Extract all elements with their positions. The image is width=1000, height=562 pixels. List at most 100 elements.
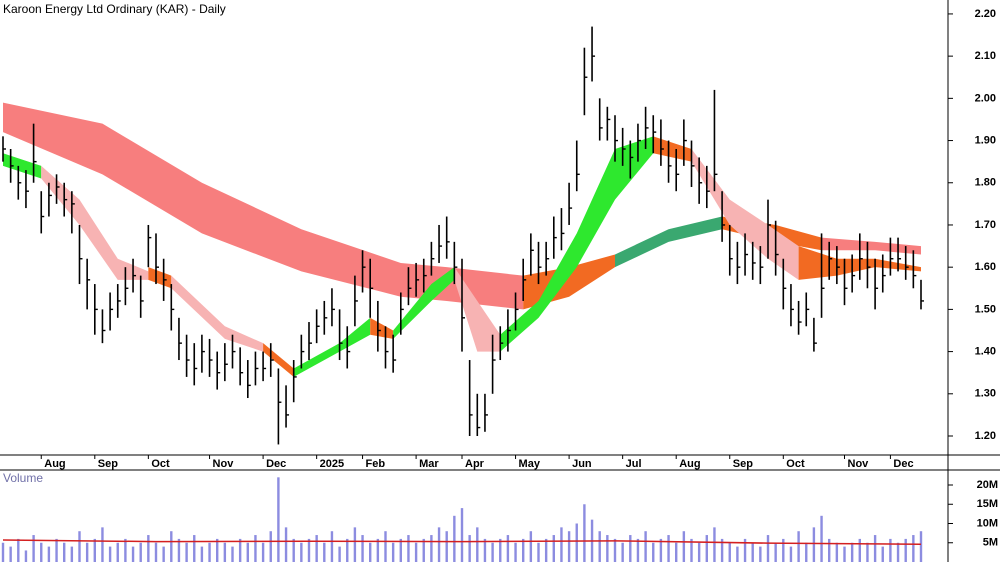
volume-bar bbox=[850, 542, 854, 562]
volume-bar bbox=[185, 542, 188, 562]
volume-bar bbox=[200, 546, 204, 562]
ribbon bbox=[3, 153, 42, 179]
volume-bar bbox=[40, 542, 43, 562]
volume-bar bbox=[514, 542, 517, 562]
volume-bar bbox=[835, 542, 839, 562]
volume-bar bbox=[162, 546, 165, 562]
volume-bar bbox=[560, 527, 563, 562]
y-tick-label: 1.40 bbox=[975, 345, 996, 357]
volume-bar bbox=[468, 535, 471, 562]
volume-bar bbox=[904, 538, 907, 562]
volume-tick-label: 20M bbox=[977, 479, 998, 491]
volume-bar bbox=[682, 531, 686, 562]
volume-bar bbox=[759, 546, 762, 562]
volume-bar bbox=[713, 527, 716, 562]
volume-bar bbox=[575, 523, 578, 562]
volume-bar bbox=[193, 535, 196, 562]
volume-bar bbox=[889, 538, 892, 562]
x-tick-label: Dec bbox=[893, 458, 913, 470]
volume-average bbox=[2, 539, 922, 546]
x-tick-label: Oct bbox=[151, 458, 170, 470]
volume-bar bbox=[361, 535, 364, 562]
volume-bar bbox=[506, 535, 510, 562]
volume-bar bbox=[407, 535, 410, 562]
ribbon bbox=[691, 148, 799, 280]
volume-bar bbox=[720, 538, 724, 562]
volume-bar bbox=[399, 538, 402, 562]
volume-tick-label: 10M bbox=[977, 517, 998, 529]
volume-bar bbox=[338, 546, 341, 562]
volume-bar bbox=[147, 535, 150, 562]
volume-bar bbox=[17, 538, 20, 562]
volume-bar bbox=[583, 504, 586, 562]
y-tick-label: 1.90 bbox=[975, 134, 996, 146]
volume-bar bbox=[422, 538, 425, 562]
volume-bar bbox=[116, 542, 119, 562]
volume-bar bbox=[919, 531, 923, 562]
volume-bar bbox=[269, 531, 272, 562]
volume-bar bbox=[315, 535, 318, 562]
volume-bar bbox=[606, 535, 609, 562]
volume-bar bbox=[70, 546, 74, 562]
volume-bar bbox=[254, 535, 257, 562]
y-tick-label: 2.10 bbox=[975, 50, 996, 62]
x-tick-label: Sep bbox=[98, 458, 118, 470]
ribbon bbox=[41, 165, 149, 280]
volume-bar bbox=[820, 515, 823, 562]
x-tick-label: Mar bbox=[419, 458, 439, 470]
volume-bar bbox=[667, 535, 670, 562]
volume-tick-label: 5M bbox=[983, 537, 998, 549]
volume-bar bbox=[414, 542, 418, 562]
chart-title: Karoon Energy Ltd Ordinary (KAR) - Daily bbox=[3, 2, 226, 16]
volume-bar bbox=[552, 535, 555, 562]
ribbon bbox=[148, 267, 172, 289]
volume-bar bbox=[629, 535, 632, 562]
volume-bar bbox=[101, 527, 104, 562]
ribbon bbox=[393, 267, 455, 339]
volume-bar bbox=[866, 542, 869, 562]
volume-bar bbox=[912, 535, 915, 562]
y-tick-label: 1.70 bbox=[975, 219, 996, 231]
volume-bar bbox=[529, 531, 533, 562]
volume-bar bbox=[705, 535, 708, 562]
ribbon bbox=[500, 136, 654, 352]
volume-bar bbox=[437, 527, 441, 562]
volume-bar bbox=[537, 542, 540, 562]
volume-bar bbox=[154, 542, 158, 562]
volume-bar bbox=[652, 542, 655, 562]
volume-bar bbox=[728, 542, 731, 562]
volume-bar bbox=[391, 542, 395, 562]
volume-bar bbox=[124, 538, 127, 562]
volume-bar bbox=[9, 546, 12, 562]
ribbon bbox=[3, 102, 524, 310]
volume-bar bbox=[292, 538, 295, 562]
volume-bar bbox=[63, 542, 66, 562]
volume-bar bbox=[567, 531, 571, 562]
volume-bar bbox=[896, 542, 900, 562]
volume-bar bbox=[353, 527, 357, 562]
volume-bar bbox=[873, 535, 877, 562]
ribbon bbox=[653, 136, 692, 162]
volume-bar bbox=[499, 538, 502, 562]
volume-bar bbox=[139, 542, 142, 562]
volume-bar bbox=[78, 531, 81, 562]
volume-bar bbox=[346, 538, 349, 562]
volume-title: Volume bbox=[3, 471, 43, 485]
volume-bar bbox=[453, 515, 456, 562]
volume-bar bbox=[789, 546, 793, 562]
x-tick-label: Dec bbox=[266, 458, 286, 470]
volume-bar bbox=[108, 546, 112, 562]
x-tick-label: Aug bbox=[679, 458, 700, 470]
volume-bar bbox=[782, 538, 785, 562]
volume-bar bbox=[544, 538, 548, 562]
volume-bar bbox=[85, 542, 89, 562]
x-tick-label: Jun bbox=[572, 458, 592, 470]
volume-bar bbox=[522, 538, 525, 562]
y-tick-label: 1.80 bbox=[975, 177, 996, 189]
volume-bar bbox=[751, 542, 754, 562]
volume-bar bbox=[636, 538, 640, 562]
volume-bar bbox=[284, 527, 288, 562]
y-tick-label: 1.60 bbox=[975, 261, 996, 273]
volume-bar bbox=[384, 531, 387, 562]
volume-bar bbox=[766, 535, 770, 562]
